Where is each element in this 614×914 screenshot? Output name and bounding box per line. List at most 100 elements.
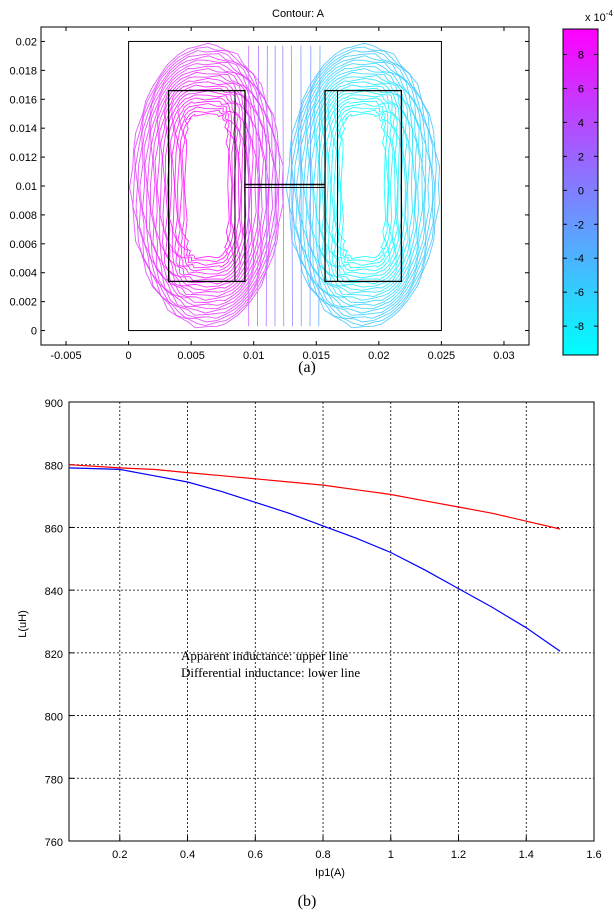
panel-a-x-ticks: -0.005 0 0.005 0.01 0.015 0.02 0.025 0.03 xyxy=(50,27,515,362)
contour-line-negative xyxy=(310,75,416,297)
x-tick-label: 0.8 xyxy=(315,849,330,861)
colorbar-tick-label: 6 xyxy=(578,83,584,95)
y-tick-label: 800 xyxy=(45,712,63,724)
contour-line-positive xyxy=(174,100,240,272)
caption-b: (b) xyxy=(298,893,317,910)
y-tick-label: 840 xyxy=(45,586,63,598)
x-tick-label: 0.4 xyxy=(180,849,195,861)
y-tick-label: 0.008 xyxy=(9,210,37,222)
contour-line-negative xyxy=(321,87,406,285)
contour-line-positive xyxy=(154,75,260,297)
contour-line-negative xyxy=(340,113,387,260)
contour-line-positive xyxy=(142,59,270,314)
y-tick-label: 0 xyxy=(31,326,37,338)
contour-line-positive xyxy=(139,55,274,316)
colorbar-tick-label: -6 xyxy=(574,287,584,299)
panel-b-x-ticks: 0.2 0.4 0.6 0.8 1 1.2 1.4 1.6 xyxy=(112,836,602,861)
colorbar-ticks: 8 6 4 2 0 -2 -4 -6 -8 xyxy=(563,49,598,333)
contour-line-positive xyxy=(134,50,279,323)
contour-line-positive xyxy=(166,90,247,282)
x-tick-label: 0.015 xyxy=(303,350,331,362)
annotation-apparent: Apparent inductance: upper line xyxy=(181,648,348,663)
x-tick-label: 0.6 xyxy=(248,849,263,861)
x-tick-label: 0.02 xyxy=(368,350,389,362)
y-tick-label: 0.004 xyxy=(9,268,37,280)
y-tick-label: 780 xyxy=(45,774,63,786)
colorbar-tick-label: -8 xyxy=(574,321,584,333)
x-axis-label: Ip1(A) xyxy=(315,867,345,879)
contour-line-negative xyxy=(288,46,437,326)
differential-inductance-line xyxy=(68,467,561,652)
y-tick-label: 0.012 xyxy=(9,152,37,164)
y-tick-label: 860 xyxy=(45,523,63,535)
contour-line-negative xyxy=(330,100,396,272)
x-tick-label: 0.005 xyxy=(177,350,205,362)
colorbar xyxy=(562,28,599,356)
contour-line-centre xyxy=(318,45,321,327)
panel-b: 0.2 0.4 0.6 0.8 1 1.2 1.4 1.6 760 780 800 820 840 86… xyxy=(17,398,602,910)
contour-line-centre xyxy=(257,45,259,327)
x-tick-label: 1 xyxy=(388,849,394,861)
contour-line-centre xyxy=(265,45,268,327)
contour-line-negative xyxy=(293,53,434,319)
x-tick-label: 0.01 xyxy=(243,350,264,362)
colorbar-tick-label: -4 xyxy=(574,253,584,265)
contour-line-positive xyxy=(179,106,235,266)
contour-line-negative xyxy=(325,94,401,279)
colorbar-tick-label: 2 xyxy=(578,151,584,163)
panel-a: Contour: A -0.005 0 0.005 0.01 0.015 0.02 0.02… xyxy=(9,8,613,376)
contour-line-positive xyxy=(181,109,233,263)
contour-line-negative xyxy=(337,109,389,263)
colorbar-tick-label: 8 xyxy=(578,49,584,61)
colorbar-tick-label: -2 xyxy=(574,219,584,231)
contour-field xyxy=(129,42,441,329)
contour-line-centre xyxy=(309,45,312,327)
y-axis-label: L(uH) xyxy=(17,610,29,638)
y-tick-label: 0.014 xyxy=(9,123,37,135)
y-tick-label: 0.02 xyxy=(16,36,37,48)
contour-line-negative xyxy=(333,103,394,269)
y-tick-label: 0.01 xyxy=(16,181,37,193)
y-tick-label: 0.018 xyxy=(9,65,37,77)
apparent-inductance-line xyxy=(68,464,561,530)
contour-line-positive xyxy=(149,68,264,303)
colorbar-tick-label: 0 xyxy=(578,185,584,197)
x-tick-label: 0.025 xyxy=(428,350,456,362)
contour-line-positive xyxy=(177,103,237,269)
contour-line-centre xyxy=(282,45,285,327)
panel-b-grid xyxy=(69,401,595,842)
x-tick-label: 1.4 xyxy=(519,849,534,861)
contour-line-positive xyxy=(169,94,244,279)
core-outline xyxy=(128,40,442,332)
contour-line-negative xyxy=(315,81,410,291)
x-tick-label: 1.6 xyxy=(586,849,601,861)
y-tick-label: 900 xyxy=(45,398,63,410)
panel-a-axes-frame xyxy=(40,26,530,346)
contour-line-positive xyxy=(129,42,284,329)
contour-line-negative xyxy=(306,68,421,303)
x-tick-label: 0 xyxy=(126,350,132,362)
contour-line-centre xyxy=(290,45,293,327)
y-tick-label: 760 xyxy=(45,837,63,849)
x-tick-label: 0.2 xyxy=(112,849,127,861)
y-tick-label: 0.002 xyxy=(9,297,37,309)
y-tick-label: 820 xyxy=(45,649,63,661)
annotation-differential: Differential inductance: lower line xyxy=(181,665,360,680)
contour-line-negative xyxy=(335,106,391,266)
panel-b-y-ticks: 760 780 800 820 840 860 880 900 xyxy=(45,398,74,849)
caption-a: (a) xyxy=(298,359,316,376)
x-tick-label: 1.2 xyxy=(451,849,466,861)
y-tick-label: 0.016 xyxy=(9,94,37,106)
winding-window-1 xyxy=(167,89,246,283)
y-tick-label: 0.006 xyxy=(9,239,37,251)
panel-b-series xyxy=(68,464,561,652)
contour-line-positive xyxy=(183,113,230,260)
winding-window-2 xyxy=(324,89,403,283)
colorbar-exponent: x 10-4 xyxy=(585,9,613,24)
panel-b-axes-frame xyxy=(68,401,595,842)
panel-a-y-ticks: 0 0.002 0.004 0.006 0.008 0.01 0.012 0.014 0.016… xyxy=(9,36,529,338)
x-tick-label: -0.005 xyxy=(50,350,81,362)
x-tick-label: 0.03 xyxy=(493,350,514,362)
colorbar-tick-label: 4 xyxy=(578,117,584,129)
